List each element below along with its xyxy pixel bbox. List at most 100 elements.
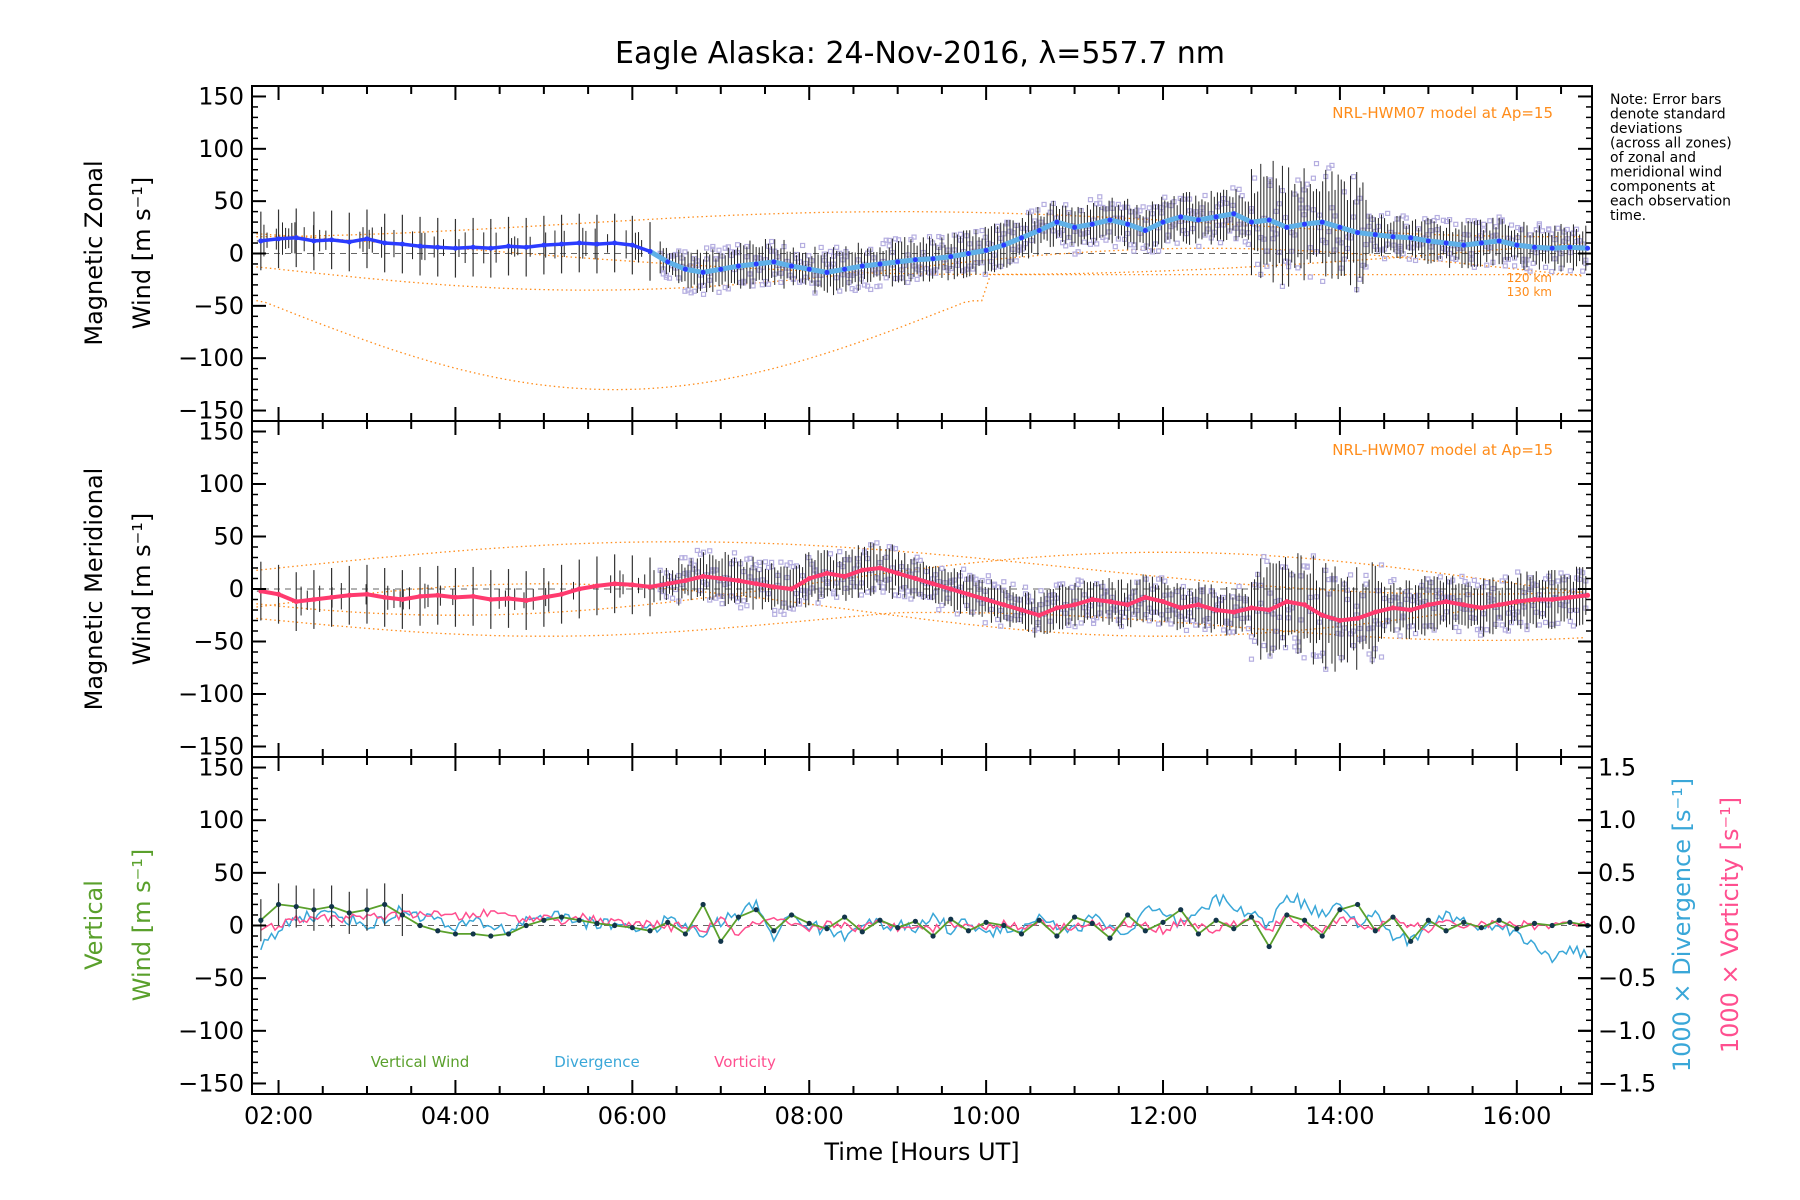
meridional-point [842, 573, 848, 579]
sample-square [917, 557, 923, 563]
sample-square [1248, 634, 1255, 640]
sample-square [995, 616, 1001, 623]
meridional-ylabel-line2: Wind [m s⁻¹] [128, 513, 156, 665]
sample-square [892, 592, 899, 598]
vertical-wind-point [665, 919, 671, 925]
zonal-point [665, 259, 671, 265]
vertical-wind-point [1319, 933, 1325, 939]
sample-square [734, 242, 741, 248]
zonal-point [1443, 240, 1449, 246]
sample-square [985, 573, 991, 579]
sample-square [1255, 261, 1261, 267]
zonal-background [252, 160, 1592, 391]
sample-square [1230, 629, 1236, 635]
sample-square [1137, 208, 1143, 214]
zonal-point [1001, 242, 1007, 248]
sample-square [1499, 622, 1505, 628]
sample-square [1351, 174, 1357, 180]
sample-square [865, 283, 871, 289]
sample-square [747, 555, 753, 561]
hwm-model-curve [256, 273, 1584, 391]
meridional-point [1514, 599, 1520, 605]
sample-square [1474, 627, 1481, 633]
sample-square [1474, 582, 1481, 588]
meridional-point [1248, 605, 1254, 611]
y2-tick-label: 0.0 [1598, 912, 1636, 940]
x-tick-label: 06:00 [598, 1102, 667, 1130]
zonal-point [1160, 219, 1166, 225]
sample-square [787, 560, 793, 566]
vertical-ylabel-line2: Wind [m s⁻¹] [128, 849, 156, 1001]
sample-square [957, 231, 964, 237]
y-tick-label: 150 [198, 82, 244, 110]
sample-square [1406, 256, 1412, 262]
y2-tick-label: 0.5 [1598, 859, 1636, 887]
vertical-wind-point [541, 917, 547, 923]
sample-square [660, 271, 666, 277]
zonal-point [435, 244, 441, 250]
sample-square [716, 289, 722, 295]
sample-square [781, 611, 787, 617]
meridional-point [382, 594, 388, 600]
sample-square [1146, 247, 1152, 254]
vertical-wind-point [470, 931, 476, 937]
y-tick-label: −50 [193, 964, 244, 992]
zonal-point [1036, 227, 1042, 233]
meridional-panel: 150 100 50 0 −50 −100 −150 NRL-HWM07 model at … [80, 418, 1593, 761]
vertical-wind-point [771, 928, 777, 934]
vertical-wind-point [859, 929, 865, 935]
meridional-point [735, 578, 741, 584]
zonal-point [382, 240, 388, 246]
zonal-point [965, 251, 971, 256]
meridional-point [877, 565, 883, 571]
sample-square [1366, 651, 1372, 657]
sample-square [1118, 205, 1125, 211]
sample-square [868, 286, 874, 293]
vertical-wind-point [612, 922, 618, 929]
sample-square [1251, 638, 1258, 644]
zonal-marks [256, 160, 1591, 296]
meridional-point [1355, 615, 1361, 621]
sample-square [1174, 240, 1180, 246]
vertical-wind-point [1478, 925, 1485, 931]
vertical-wind-point [452, 931, 459, 937]
vertical-wind-point [1142, 928, 1148, 934]
zonal-point [859, 263, 865, 269]
vertical-wind-point [1160, 919, 1166, 925]
y-tick-label: −100 [178, 1017, 244, 1045]
vertical-wind-point [824, 926, 830, 932]
vertical-wind-point [1443, 928, 1449, 934]
meridional-point [912, 576, 918, 581]
sample-square [1546, 227, 1552, 233]
zonal-point [1195, 217, 1201, 223]
meridional-point [364, 591, 370, 597]
note-line: deviations [1610, 121, 1682, 137]
y-tick-label: 0 [229, 575, 244, 603]
sample-square [880, 241, 886, 247]
sample-square [905, 279, 911, 286]
zonal-point [1567, 244, 1573, 250]
meridional-point [1231, 609, 1237, 615]
zonal-point [753, 261, 759, 267]
meridional-point [346, 592, 352, 598]
sample-square [861, 282, 868, 288]
sample-square [744, 556, 750, 562]
vertical-ylabel-line1: Vertical [80, 880, 108, 970]
sample-square [731, 550, 738, 556]
sample-square [1453, 221, 1459, 227]
legend-vorticity: Vorticity [714, 1053, 776, 1071]
meridional-point [1160, 599, 1166, 605]
zonal-point [364, 236, 370, 242]
vertical-wind-point [346, 910, 352, 916]
sample-square [1434, 214, 1440, 221]
sample-square [1403, 215, 1409, 221]
zonal-point [1248, 219, 1254, 225]
sample-square [691, 288, 697, 294]
meridional-point [718, 576, 724, 581]
sample-square [1146, 618, 1152, 624]
sample-square [982, 620, 988, 626]
sample-square [1499, 578, 1505, 584]
sample-square [1329, 162, 1335, 169]
sample-square [815, 600, 821, 606]
sample-square [1320, 278, 1326, 285]
